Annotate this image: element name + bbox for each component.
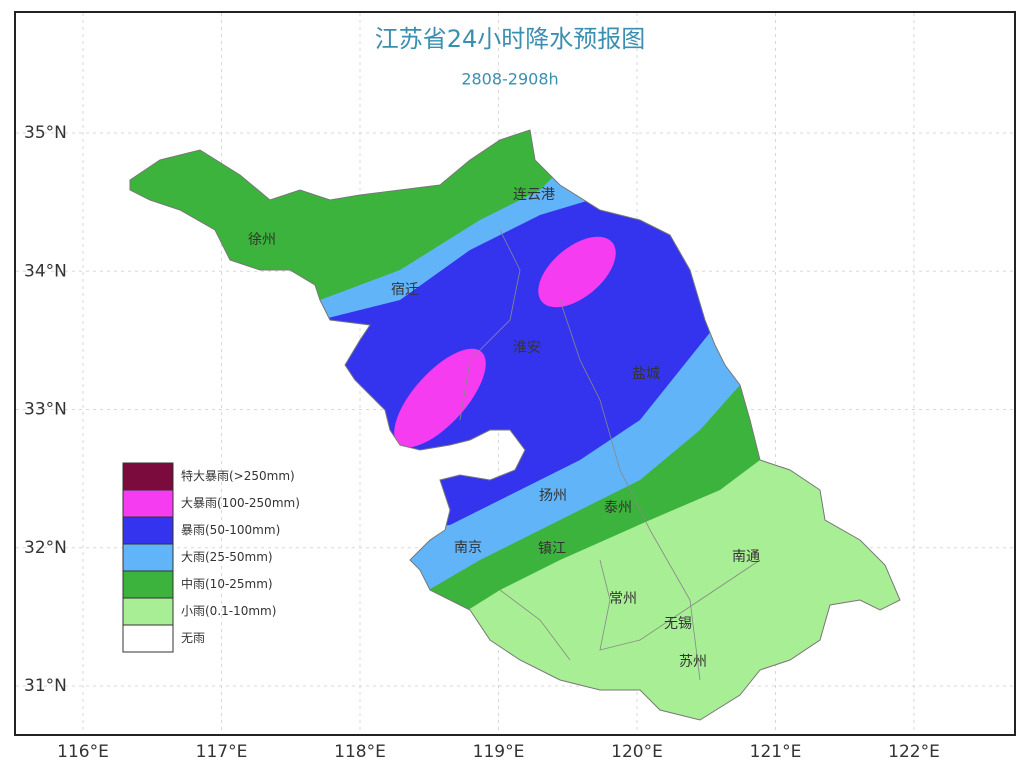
map-title: 江苏省24小时降水预报图	[375, 25, 646, 53]
lon-label: 120°E	[611, 742, 663, 762]
boundary	[599, 559, 761, 651]
legend-label: 中雨(10-25mm)	[181, 576, 273, 591]
legend-swatch	[122, 597, 174, 626]
city-label: 南通	[732, 549, 760, 565]
legend-swatch	[122, 462, 174, 491]
frame	[14, 11, 1016, 736]
lon-label: 119°E	[473, 742, 525, 762]
lon-label: 122°E	[888, 742, 940, 762]
lon-label: 116°E	[57, 742, 109, 762]
legend-label: 小雨(0.1-10mm)	[181, 604, 276, 618]
city-label: 镇江	[538, 541, 566, 557]
legend-swatch	[122, 489, 174, 518]
boundary	[559, 299, 701, 681]
legend-swatch	[122, 543, 174, 572]
lat-label: 34°N	[24, 261, 67, 281]
lat-label: 31°N	[24, 676, 67, 696]
legend-swatch	[122, 570, 174, 599]
legend-label: 无雨	[181, 631, 205, 645]
heavy-rainstorm-area	[538, 236, 616, 308]
city-label: 南京	[454, 540, 482, 556]
lat-label: 35°N	[24, 123, 67, 143]
legend-swatch	[122, 624, 174, 653]
heavy-rainstorm-area	[394, 348, 486, 448]
city-label: 盐城	[632, 366, 660, 382]
legend-label: 暴雨(50-100mm)	[181, 523, 280, 537]
map-subtitle: 2808-2908h	[461, 70, 558, 89]
city-label: 宿迁	[391, 281, 419, 298]
legend-label: 大暴雨(100-250mm)	[181, 496, 300, 510]
city-label: 徐州	[248, 232, 276, 248]
lat-label: 33°N	[24, 400, 67, 420]
lat-label: 32°N	[24, 538, 67, 558]
legend-label: 特大暴雨(>250mm)	[181, 468, 295, 483]
legend: 特大暴雨(>250mm) 大暴雨(100-250mm) 暴雨(50-100mm) 大雨…	[122, 462, 300, 653]
lon-label: 121°E	[750, 742, 802, 762]
city-label: 无锡	[664, 616, 692, 632]
city-label: 连云港	[513, 187, 555, 203]
city-label: 泰州	[604, 500, 632, 516]
city-label: 常州	[609, 591, 637, 607]
lon-label: 117°E	[196, 742, 248, 762]
city-label: 苏州	[679, 654, 707, 670]
lon-label: 118°E	[334, 742, 386, 762]
city-label: 淮安	[513, 340, 541, 356]
legend-label: 大雨(25-50mm)	[181, 550, 273, 564]
boundary	[499, 589, 571, 661]
legend-swatch	[122, 516, 174, 545]
boundary	[459, 229, 521, 421]
city-label: 扬州	[539, 488, 567, 504]
